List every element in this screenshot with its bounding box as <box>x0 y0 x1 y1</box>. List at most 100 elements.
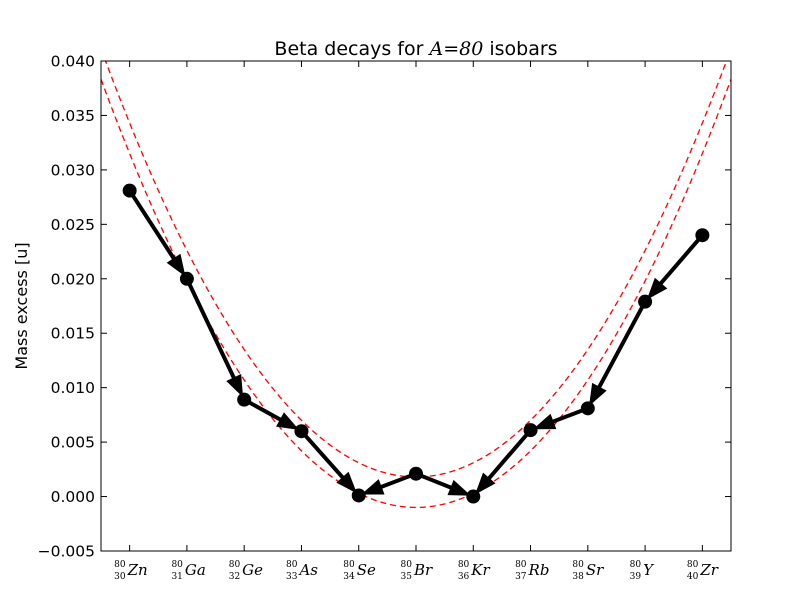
x-tick-label-se: 80 34 Se <box>343 560 376 582</box>
fit-curves <box>101 61 731 509</box>
decay-arrow <box>361 471 418 495</box>
fit-curve-0 <box>104 61 728 478</box>
isotope-atomic-number: 39 <box>630 572 642 582</box>
isotope-symbol: Sr <box>586 561 604 579</box>
isotope-mass-number: 80 <box>171 560 183 570</box>
decay-arrow-shaft <box>184 276 237 382</box>
decay-arrow-head <box>532 413 557 430</box>
isotope-mass-number: 80 <box>229 560 241 570</box>
decay-arrow-head <box>361 479 385 495</box>
isotope-mass-number: 80 <box>458 560 470 570</box>
y-tick-label: 0.000 <box>51 488 95 506</box>
y-tick-label: 0.005 <box>51 434 95 452</box>
isotope-symbol: As <box>297 561 318 579</box>
data-point-kr <box>466 489 481 504</box>
isotope-atomic-number: 40 <box>687 572 699 582</box>
data-point-ga <box>179 271 194 286</box>
isotope-atomic-number: 38 <box>572 572 584 582</box>
data-point-se <box>351 488 366 503</box>
y-axis-label: Mass excess [u] <box>12 242 31 369</box>
isotope-atomic-number: 35 <box>401 572 413 582</box>
decay-arrow-head <box>336 471 358 494</box>
isotope-symbol: Br <box>413 561 433 579</box>
isotope-symbol: Ge <box>242 561 263 579</box>
x-tick-label-rb: 80 37 Rb <box>515 560 549 582</box>
y-tick-label: 0.020 <box>51 270 95 288</box>
isotope-mass-number: 80 <box>687 560 699 570</box>
decay-arrow-head <box>276 412 300 430</box>
decay-arrow-head <box>226 373 244 398</box>
decay-arrow <box>127 188 186 277</box>
data-point-zr <box>695 228 710 243</box>
x-tick-label-sr: 80 38 Sr <box>572 560 604 582</box>
decay-arrow <box>184 276 244 398</box>
decay-arrow <box>299 429 358 494</box>
decay-arrow-head <box>646 277 668 300</box>
isotope-mass-number: 80 <box>114 560 126 570</box>
isotope-symbol: Zn <box>127 561 148 579</box>
x-tick-label-zn: 80 30 Zn <box>114 560 148 582</box>
decay-arrow-shaft <box>657 233 705 287</box>
isotope-mass-number: 80 <box>572 560 584 570</box>
decay-arrow-shaft <box>242 397 285 423</box>
y-tick-label: 0.030 <box>51 161 95 179</box>
isotope-symbol: Se <box>357 561 376 579</box>
isotope-atomic-number: 34 <box>343 572 355 582</box>
decay-arrow-shaft <box>127 188 177 263</box>
data-point-rb <box>523 423 538 438</box>
data-point-br <box>409 466 423 481</box>
data-point-sr <box>580 401 595 416</box>
axes <box>100 60 732 552</box>
x-tick-label-ga: 80 31 Ga <box>171 560 205 582</box>
data-point-y <box>638 294 653 309</box>
y-tick-label: −0.005 <box>38 543 95 561</box>
y-tick-label: 0.040 <box>51 53 95 71</box>
decay-arrow-head <box>474 472 496 495</box>
y-tick-label: 0.015 <box>51 325 95 343</box>
isotope-atomic-number: 31 <box>171 572 182 582</box>
isotope-symbol: Y <box>643 561 655 579</box>
isotope-mass-number: 80 <box>286 560 298 570</box>
data-point-ge <box>237 392 252 407</box>
decay-arrow-shaft <box>299 429 347 482</box>
isotope-atomic-number: 32 <box>229 572 240 582</box>
decay-arrow-head <box>589 382 607 407</box>
tick-labels: 0.040 0.035 0.030 0.025 0.020 0.015 0.010 0.005… <box>38 53 719 583</box>
data-point-as <box>294 424 309 439</box>
decay-arrow <box>474 428 533 495</box>
isotope-symbol: Kr <box>470 561 490 579</box>
isotope-mass-number: 80 <box>401 560 413 570</box>
isotope-atomic-number: 37 <box>515 572 527 582</box>
x-tick-label-y: 80 39 Y <box>630 560 655 582</box>
isotope-atomic-number: 36 <box>458 572 470 582</box>
x-tick-label-br: 80 35 Br <box>401 560 433 582</box>
y-tick-label: 0.035 <box>51 107 95 125</box>
decay-arrow <box>589 299 648 407</box>
decay-arrow-head <box>166 253 186 277</box>
x-tick-label-as: 80 33 As <box>286 560 318 582</box>
isotope-symbol: Rb <box>528 561 550 579</box>
data-point-zn <box>122 183 137 198</box>
isotope-atomic-number: 33 <box>286 572 298 582</box>
decay-arrow-head <box>447 479 471 496</box>
decay-arrow <box>532 406 590 430</box>
decay-arrow-shaft <box>485 428 533 482</box>
isotope-atomic-number: 30 <box>114 572 126 582</box>
chart-title: Beta decays for A=80 isobars <box>274 38 557 60</box>
x-tick-label-zr: 80 40 Zr <box>687 560 719 582</box>
x-tick-label-kr: 80 36 Kr <box>458 560 491 582</box>
decay-arrow <box>242 397 300 430</box>
isotope-symbol: Zr <box>699 561 718 579</box>
isotope-symbol: Ga <box>185 561 206 579</box>
decay-arrow <box>414 471 471 496</box>
y-tick-label: 0.025 <box>51 216 95 234</box>
isotope-mass-number: 80 <box>343 560 355 570</box>
isotope-mass-number: 80 <box>515 560 527 570</box>
isotope-mass-number: 80 <box>630 560 642 570</box>
y-tick-label: 0.010 <box>51 379 95 397</box>
decay-arrow <box>646 233 705 300</box>
decay-series <box>122 183 710 504</box>
decay-arrow-shaft <box>596 299 648 391</box>
x-tick-label-ge: 80 32 Ge <box>229 560 263 582</box>
